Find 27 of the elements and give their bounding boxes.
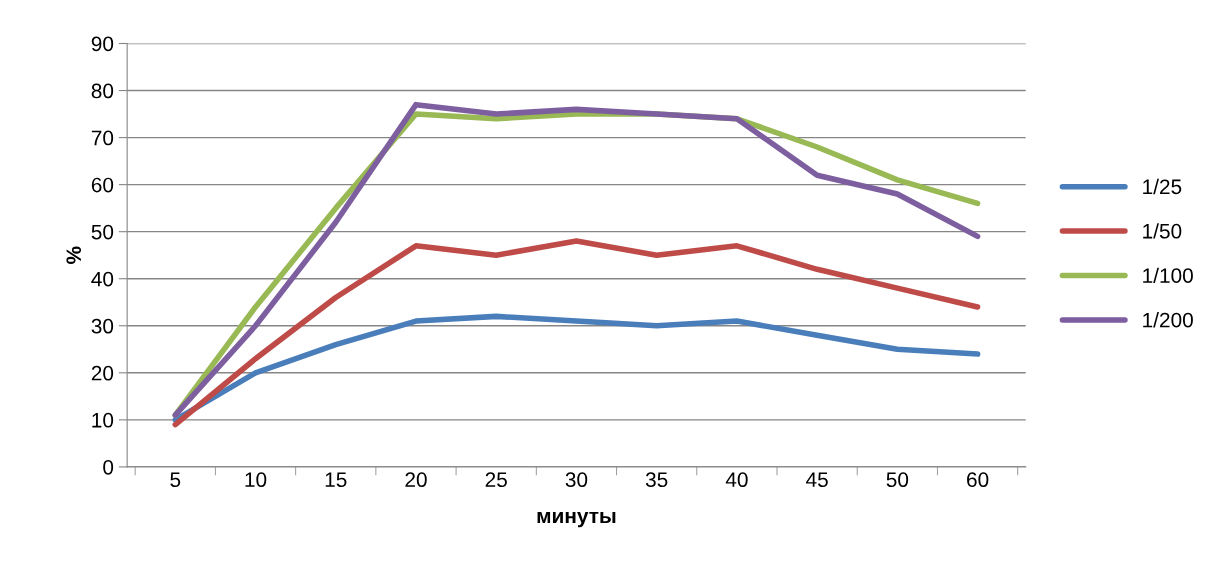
y-tick-label: 30 — [91, 318, 114, 334]
x-tick-label: 20 — [405, 472, 427, 488]
x-tick-label: 25 — [485, 472, 507, 488]
y-tick-label: 80 — [91, 83, 114, 99]
x-axis-title: минуты — [537, 511, 616, 528]
legend-label: 1/100 — [1143, 267, 1193, 283]
x-tick-label: 50 — [886, 472, 909, 488]
y-tick-label: 50 — [91, 224, 114, 240]
x-tick-label: 40 — [725, 472, 748, 488]
y-axis-title: % — [66, 246, 82, 264]
y-tick-label: 70 — [91, 130, 114, 146]
y-tick-label: 10 — [92, 412, 114, 428]
y-tick-label: 90 — [91, 36, 114, 52]
y-tick-label: 60 — [91, 177, 114, 193]
x-tick-label: 45 — [806, 472, 828, 488]
x-tick-label: 5 — [170, 472, 181, 488]
x-tick-label: 10 — [245, 472, 267, 488]
legend-label: 1/200 — [1143, 312, 1193, 328]
legend-label: 1/25 — [1143, 178, 1182, 195]
x-tick-label: 15 — [325, 472, 347, 488]
x-tick-label: 35 — [645, 472, 668, 488]
y-tick-label: 20 — [91, 365, 114, 381]
x-tick-label: 30 — [565, 472, 588, 488]
y-tick-label: 40 — [91, 271, 114, 287]
y-tick-label: 0 — [103, 459, 114, 475]
x-tick-label: 60 — [967, 472, 989, 488]
legend-label: 1/50 — [1143, 223, 1182, 239]
